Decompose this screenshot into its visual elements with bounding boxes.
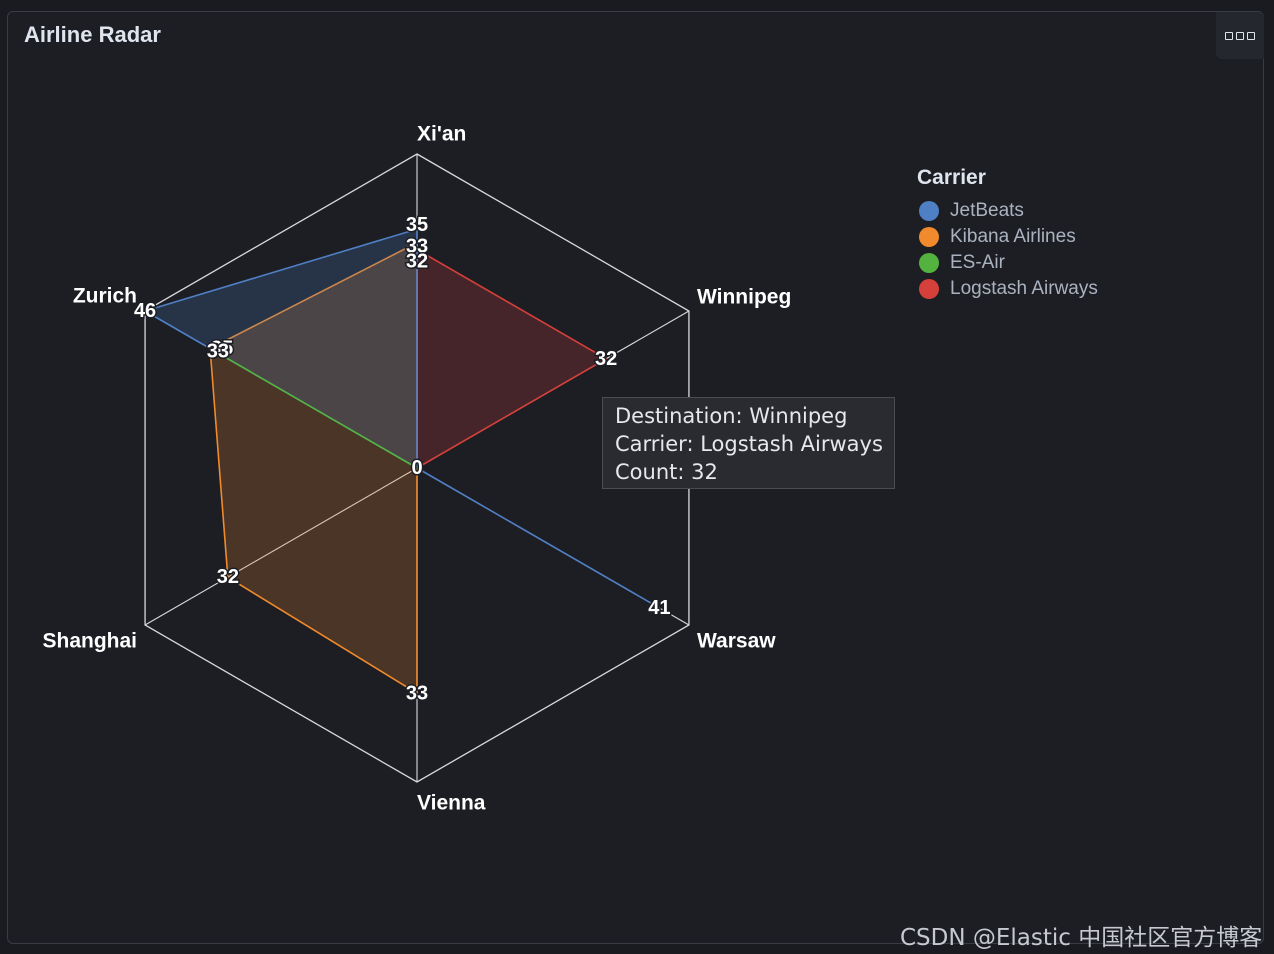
legend-swatch	[919, 279, 939, 299]
chart-tooltip: Destination: Winnipeg Carrier: Logstash …	[602, 397, 895, 489]
axis-label: Xi'an	[417, 123, 466, 146]
data-label: 33	[406, 682, 428, 704]
data-label: 46	[134, 300, 156, 322]
data-label: 41	[648, 597, 670, 619]
menu-dot-icon	[1247, 31, 1255, 40]
legend: Carrier JetBeats Kibana Airlines ES-Air …	[917, 166, 1098, 302]
axis-label: Warsaw	[697, 630, 776, 653]
legend-item-logstash-airways[interactable]: Logstash Airways	[917, 276, 1098, 302]
legend-swatch	[919, 253, 939, 273]
radar-spoke	[144, 467, 418, 626]
legend-title: Carrier	[917, 166, 986, 189]
menu-dot-icon	[1225, 31, 1233, 40]
axis-label: Vienna	[417, 792, 486, 815]
menu-dot-icon	[1236, 31, 1244, 40]
legend-swatch	[919, 227, 939, 247]
series-area-jetbeats[interactable]	[144, 228, 661, 609]
axis-label: Zurich	[73, 285, 137, 308]
legend-label: Logstash Airways	[950, 278, 1098, 299]
tooltip-carrier: Carrier: Logstash Airways	[615, 432, 883, 456]
axis-label: Shanghai	[42, 630, 137, 653]
legend-swatch	[919, 201, 939, 221]
legend-item-jetbeats[interactable]: JetBeats	[917, 198, 1098, 224]
legend-item-es-air[interactable]: ES-Air	[917, 250, 1098, 276]
panel-options-button[interactable]	[1216, 12, 1264, 59]
data-label: 32	[595, 348, 617, 370]
legend-label: ES-Air	[950, 252, 1005, 273]
data-label: 33	[406, 236, 428, 258]
axis-label: Winnipeg	[697, 286, 791, 309]
series-area-logstash-airways[interactable]	[416, 248, 607, 469]
series-area-es-air[interactable]	[221, 354, 418, 469]
data-label: 32	[406, 251, 428, 273]
watermark: CSDN @Elastic 中国社区官方博客	[900, 925, 1263, 951]
tooltip-destination: Destination: Winnipeg	[615, 404, 848, 428]
data-label-center: 0	[411, 457, 422, 479]
data-label: 33	[207, 340, 229, 362]
tooltip-count: Count: 32	[615, 460, 718, 484]
data-label: 32	[217, 566, 239, 588]
panel-title: Airline Radar	[24, 22, 161, 47]
data-label: 35	[211, 338, 233, 360]
legend-item-kibana-airlines[interactable]: Kibana Airlines	[917, 224, 1098, 250]
data-label: 35	[406, 214, 428, 236]
legend-label: Kibana Airlines	[950, 226, 1076, 247]
legend-label: JetBeats	[950, 200, 1024, 221]
